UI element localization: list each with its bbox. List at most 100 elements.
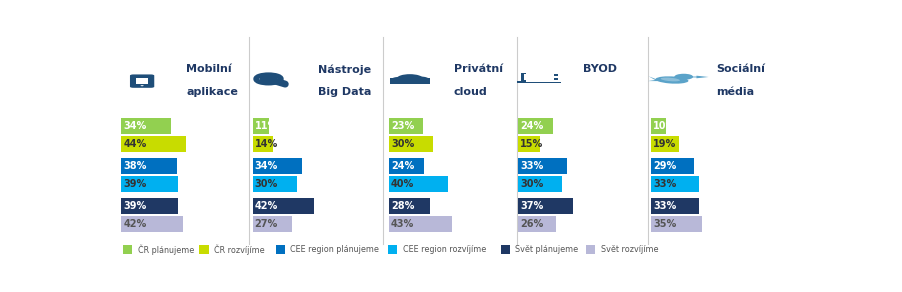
Text: 10%: 10% [653,121,676,131]
FancyBboxPatch shape [546,76,553,78]
Text: 44%: 44% [124,139,146,149]
FancyBboxPatch shape [501,246,510,254]
Text: ČR rozvíjíme: ČR rozvíjíme [214,244,265,255]
FancyArrow shape [690,76,709,78]
Text: 40%: 40% [391,179,414,189]
Text: 30%: 30% [520,179,544,189]
FancyBboxPatch shape [121,118,171,134]
Text: 42%: 42% [254,201,278,211]
Text: 33%: 33% [653,179,676,189]
Text: 14%: 14% [254,139,278,149]
Text: 42%: 42% [124,219,146,229]
Text: Sociální: Sociální [716,64,765,74]
FancyBboxPatch shape [546,72,553,74]
FancyBboxPatch shape [130,74,154,88]
Text: 29%: 29% [653,161,676,171]
FancyBboxPatch shape [121,176,179,192]
FancyBboxPatch shape [556,72,563,74]
Text: 34%: 34% [124,121,146,131]
FancyBboxPatch shape [389,216,452,232]
Ellipse shape [656,76,688,84]
Text: 43%: 43% [391,219,414,229]
FancyBboxPatch shape [524,74,555,80]
FancyBboxPatch shape [389,198,430,214]
Polygon shape [648,76,660,81]
FancyBboxPatch shape [519,158,566,174]
Text: BYOD: BYOD [584,64,617,74]
FancyBboxPatch shape [586,246,595,254]
FancyBboxPatch shape [651,216,703,232]
Text: 28%: 28% [391,201,414,211]
Text: Mobilní: Mobilní [186,64,232,74]
FancyBboxPatch shape [253,158,302,174]
FancyBboxPatch shape [651,118,666,134]
FancyBboxPatch shape [253,216,292,232]
FancyBboxPatch shape [530,76,538,78]
FancyBboxPatch shape [388,246,397,254]
Text: 15%: 15% [520,139,544,149]
Circle shape [260,76,278,82]
FancyBboxPatch shape [651,176,699,192]
Text: Svět plánujeme: Svět plánujeme [515,245,578,254]
FancyBboxPatch shape [519,216,557,232]
FancyBboxPatch shape [518,81,561,84]
Ellipse shape [660,78,680,81]
Circle shape [675,74,693,80]
FancyBboxPatch shape [536,76,543,78]
FancyBboxPatch shape [253,118,269,134]
FancyBboxPatch shape [556,76,563,78]
FancyBboxPatch shape [541,76,548,78]
FancyBboxPatch shape [519,118,554,134]
FancyBboxPatch shape [136,78,148,84]
FancyBboxPatch shape [520,73,557,81]
FancyBboxPatch shape [651,158,694,174]
FancyBboxPatch shape [390,78,430,84]
FancyBboxPatch shape [526,76,533,78]
FancyBboxPatch shape [389,158,424,174]
Text: média: média [716,87,754,97]
FancyBboxPatch shape [276,246,285,254]
Text: 11%: 11% [254,121,278,131]
FancyBboxPatch shape [121,158,177,174]
Text: 33%: 33% [520,161,544,171]
FancyBboxPatch shape [389,136,433,152]
FancyBboxPatch shape [526,80,533,82]
FancyBboxPatch shape [530,80,538,82]
Text: cloud: cloud [454,87,488,97]
Circle shape [397,74,422,82]
Text: 35%: 35% [653,219,676,229]
Text: 37%: 37% [520,201,544,211]
Circle shape [141,85,143,86]
FancyBboxPatch shape [526,72,533,74]
FancyBboxPatch shape [536,80,543,82]
Text: 39%: 39% [124,179,146,189]
Text: 39%: 39% [124,201,146,211]
FancyBboxPatch shape [551,76,558,78]
Text: CEE region plánujeme: CEE region plánujeme [290,245,379,254]
FancyBboxPatch shape [519,136,540,152]
FancyBboxPatch shape [530,72,538,74]
Text: Big Data: Big Data [318,87,371,97]
Text: 24%: 24% [391,161,414,171]
FancyBboxPatch shape [651,198,699,214]
Text: 24%: 24% [520,121,544,131]
Text: CEE region rozvíjíme: CEE region rozvíjíme [403,245,486,254]
FancyBboxPatch shape [124,246,133,254]
Circle shape [391,77,411,83]
FancyBboxPatch shape [651,136,679,152]
FancyBboxPatch shape [253,198,314,214]
Text: 27%: 27% [254,219,278,229]
FancyBboxPatch shape [551,72,558,74]
Text: Svět rozvíjíme: Svět rozvíjíme [601,245,658,254]
Text: 30%: 30% [254,179,278,189]
Text: 23%: 23% [391,121,414,131]
Text: 33%: 33% [653,201,676,211]
FancyBboxPatch shape [519,176,562,192]
FancyBboxPatch shape [253,136,273,152]
Text: 26%: 26% [520,219,544,229]
Text: Nástroje: Nástroje [318,64,371,75]
FancyBboxPatch shape [121,216,183,232]
Circle shape [411,77,429,82]
Text: Privátní: Privátní [454,64,503,74]
Text: 38%: 38% [124,161,147,171]
